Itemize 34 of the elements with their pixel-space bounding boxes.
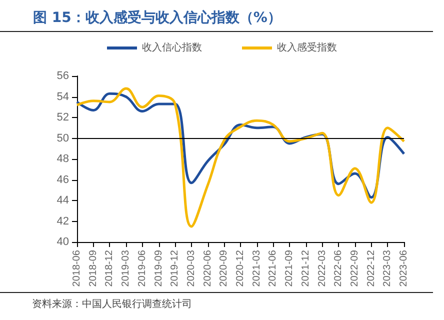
x-tick-label: 2018-09 [88,250,99,287]
x-tick-label: 2020-12 [235,250,246,287]
x-tick-label: 2018-06 [72,250,82,287]
y-tick-label: 54 [56,90,69,103]
x-tick-label: 2019-03 [120,250,132,287]
y-tick-label: 40 [56,236,69,248]
text: 资料来源：中国人民银行调查统计司 [32,298,192,311]
x-tick-label: 2021-06 [268,250,279,287]
x-tick-label: 2021-12 [300,250,312,287]
y-tick-label: 46 [56,174,69,186]
x-tick-label: 2019-06 [136,250,148,287]
x-tick-label: 2022-03 [316,250,328,287]
y-tick-label: 52 [56,112,69,124]
x-tick-label: 2018-12 [104,250,116,287]
x-tick-label: 2021-09 [284,250,296,287]
legend-label: 收入信心指数 [142,42,202,54]
x-tick-label: 2019-12 [170,250,181,287]
x-tick-label: 2020-06 [202,250,214,287]
x-tick-label: 2022-06 [333,250,344,287]
y-tick-label: 48 [56,153,69,165]
y-tick-label: 56 [56,70,69,82]
x-tick-label: 2023-06 [398,250,410,287]
x-tick-label: 2019-09 [153,250,164,287]
y-tick-label: 44 [56,194,69,206]
chart-title: 图 15：收入感受与收入信心指数（%） [33,9,282,27]
y-tick-label: 50 [56,132,69,144]
x-tick-label: 2022-12 [366,250,377,287]
x-tick-label: 2023-03 [382,250,394,287]
x-tick-label: 2021-03 [251,250,262,287]
y-tick-label: 42 [56,215,69,228]
x-tick-label: 2020-03 [186,250,197,287]
x-tick-label: 2020-09 [218,250,230,287]
x-tick-label: 2022-09 [349,250,360,287]
legend-label: 收入感受指数 [277,42,337,54]
